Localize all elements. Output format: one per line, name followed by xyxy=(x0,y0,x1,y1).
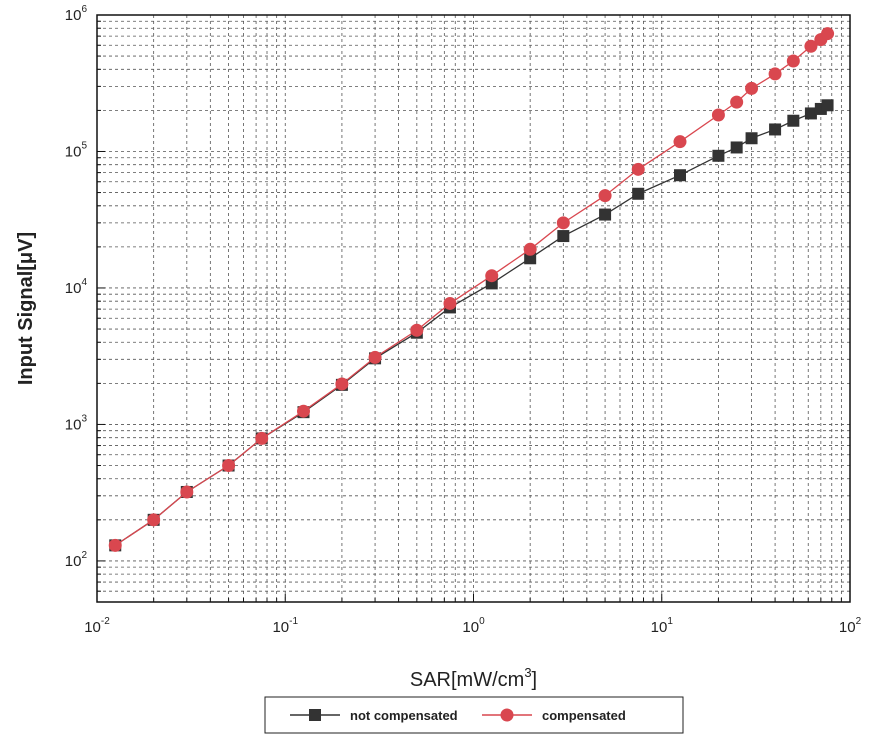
x-tick-label: 100 xyxy=(462,616,485,636)
y-tick-label-base: 10 xyxy=(65,7,82,24)
legend-marker-circle xyxy=(500,708,514,722)
legend-label-1: compensated xyxy=(542,708,626,723)
data-point-square xyxy=(769,123,782,136)
y-tick-label-base: 10 xyxy=(65,416,82,433)
x-tick-label-base: 10 xyxy=(272,619,289,636)
data-point-circle xyxy=(147,513,161,527)
x-tick-label-exp: 0 xyxy=(479,616,485,627)
data-point-square xyxy=(524,252,537,265)
legend-marker-square xyxy=(309,709,321,721)
data-point-circle xyxy=(296,404,310,418)
legend-items: not compensated compensated xyxy=(290,708,626,723)
y-tick-label-base: 10 xyxy=(65,553,82,570)
x-tick-label-exp: 2 xyxy=(856,616,862,627)
data-point-square xyxy=(599,208,612,221)
y-tick-label: 104 xyxy=(65,277,88,297)
x-tick-label-base: 10 xyxy=(84,619,101,636)
data-point-square xyxy=(787,114,800,127)
y-tick-label: 105 xyxy=(65,140,88,160)
data-point-circle xyxy=(108,538,122,552)
data-point-square xyxy=(804,107,817,120)
y-tick-label-exp: 5 xyxy=(81,140,87,151)
x-tick-label: 10-2 xyxy=(84,616,110,636)
y-tick-label: 102 xyxy=(65,550,88,570)
data-point-circle xyxy=(786,54,800,68)
x-tick-label: 101 xyxy=(651,616,674,636)
x-tick-label-base: 10 xyxy=(651,619,668,636)
x-tick-label: 102 xyxy=(839,616,862,636)
data-point-circle xyxy=(255,431,269,445)
data-point-circle xyxy=(410,323,424,337)
x-tick-label-base: 10 xyxy=(462,619,479,636)
data-point-circle xyxy=(598,189,612,203)
data-point-circle xyxy=(523,242,537,256)
grid xyxy=(97,15,850,602)
data-point-square xyxy=(730,141,743,154)
x-tick-label: 10-1 xyxy=(272,616,298,636)
data-point-square xyxy=(557,230,570,243)
data-point-square xyxy=(712,149,725,162)
data-point-square xyxy=(745,132,758,145)
data-point-circle xyxy=(821,27,835,41)
data-point-circle xyxy=(485,269,499,283)
data-point-circle xyxy=(730,95,744,109)
data-point-square xyxy=(632,187,645,200)
y-tick-label-base: 10 xyxy=(65,280,82,297)
y-tick-label: 103 xyxy=(65,413,88,433)
series-line-0 xyxy=(114,104,828,546)
x-tick-label-exp: -2 xyxy=(101,616,110,627)
y-tick-label: 106 xyxy=(65,4,88,24)
data-point-circle xyxy=(443,296,457,310)
x-tick-label-exp: 1 xyxy=(667,616,673,627)
data-point-circle xyxy=(556,216,570,230)
data-point-circle xyxy=(631,162,645,176)
data-point-circle xyxy=(180,485,194,499)
y-tick-label-base: 10 xyxy=(65,143,82,160)
data-point-circle xyxy=(711,108,725,122)
data-point-circle xyxy=(804,39,818,53)
x-axis-title-sup: 3 xyxy=(524,665,531,680)
x-tick-label-base: 10 xyxy=(839,619,856,636)
data-point-square xyxy=(673,169,686,182)
data-point-circle xyxy=(768,67,782,81)
legend: not compensated compensated xyxy=(264,696,684,734)
y-tick-label-exp: 3 xyxy=(81,413,87,424)
data-point-circle xyxy=(335,377,349,391)
y-tick-label-exp: 2 xyxy=(81,550,87,561)
y-tick-label-exp: 6 xyxy=(81,4,87,15)
legend-label-0: not compensated xyxy=(350,708,458,723)
y-tick-label-exp: 4 xyxy=(81,277,87,288)
data-point-circle xyxy=(222,459,236,473)
x-tick-label-exp: -1 xyxy=(289,616,298,627)
x-axis-title-main: SAR[mW/cm xyxy=(410,669,524,691)
series xyxy=(108,27,835,552)
data-point-circle xyxy=(745,81,759,95)
y-axis-title: Input Signal[μV] xyxy=(15,232,37,385)
x-axis-title: SAR[mW/cm3] xyxy=(410,665,537,691)
data-point-square xyxy=(821,99,834,112)
x-axis-title-suffix: ] xyxy=(532,669,538,691)
data-point-circle xyxy=(368,350,382,364)
data-point-circle xyxy=(673,135,687,149)
